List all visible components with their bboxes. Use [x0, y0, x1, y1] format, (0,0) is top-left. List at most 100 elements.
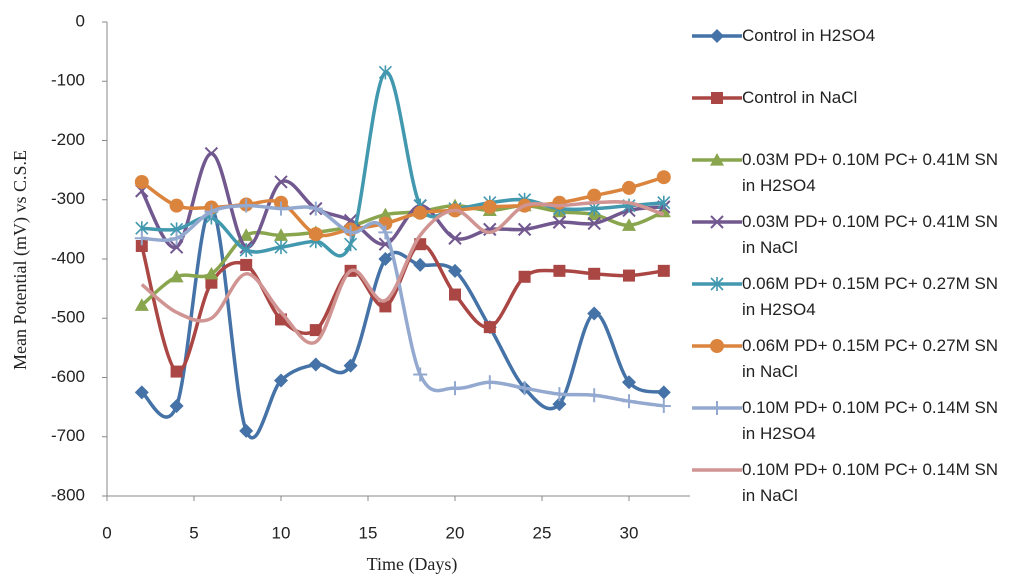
legend-entry: 0.10M PD+ 0.10M PC+ 0.14M SN in H2SO4 — [692, 395, 1014, 447]
legend-swatch — [692, 153, 742, 166]
marker — [657, 195, 671, 210]
y-tick-label: -200 — [51, 130, 85, 149]
chart: Time (Days) Mean Potential (mV) vs C.S.E… — [10, 11, 725, 575]
marker — [710, 153, 724, 166]
series-line — [140, 206, 665, 440]
legend-swatch — [692, 215, 742, 229]
y-tick-label: -500 — [51, 308, 85, 327]
marker — [169, 231, 184, 246]
marker — [518, 270, 531, 283]
marker — [517, 222, 532, 237]
series-line — [141, 70, 664, 258]
legend-entry: 0.06M PD+ 0.15M PC+ 0.27M SN in H2SO4 — [692, 271, 1014, 323]
marker — [170, 365, 183, 378]
marker — [413, 367, 428, 382]
y-tick-label: -700 — [51, 426, 85, 445]
marker — [710, 339, 724, 353]
marker — [274, 201, 288, 216]
marker — [552, 387, 567, 402]
legend-swatch — [692, 92, 742, 104]
marker — [482, 375, 497, 390]
legend-entry: Control in NaCl — [692, 85, 1014, 111]
marker — [710, 401, 724, 415]
x-tick-label: 0 — [102, 523, 111, 542]
marker — [622, 180, 636, 195]
marker — [482, 199, 497, 214]
y-tick-label: -600 — [51, 367, 85, 386]
marker — [135, 239, 148, 252]
marker — [134, 231, 149, 246]
series-line — [140, 203, 665, 307]
marker — [413, 257, 428, 272]
y-tick-label: -300 — [51, 189, 85, 208]
x-tick-label: 30 — [620, 523, 639, 542]
legend-label: 0.06M PD+ 0.15M PC+ 0.27M SN in NaCl — [742, 336, 999, 381]
marker — [204, 146, 219, 161]
marker — [656, 398, 671, 413]
marker — [378, 207, 393, 221]
marker — [134, 385, 149, 400]
marker — [308, 357, 323, 372]
x-tick-label: 5 — [189, 523, 198, 542]
marker — [413, 205, 428, 220]
marker — [483, 321, 496, 334]
legend-label: Control in NaCl — [742, 88, 858, 107]
marker — [448, 231, 462, 245]
x-tick-label: 10 — [272, 523, 291, 542]
marker — [587, 188, 602, 203]
marker — [448, 263, 462, 278]
marker — [274, 175, 288, 189]
marker — [134, 298, 149, 311]
marker — [711, 92, 723, 104]
marker — [657, 264, 670, 277]
marker — [552, 397, 567, 412]
marker — [134, 174, 149, 189]
legend-entry: 0.03M PD+ 0.10M PC+ 0.41M SN in NaCl — [692, 209, 1014, 261]
legend-swatch — [692, 29, 742, 43]
marker — [378, 252, 393, 266]
marker — [587, 388, 602, 403]
marker — [710, 277, 724, 291]
marker — [344, 237, 358, 252]
marker — [205, 276, 218, 289]
marker — [448, 381, 462, 396]
marker — [274, 228, 288, 241]
marker — [378, 65, 392, 80]
legend-label: 0.10M PD+ 0.10M PC+ 0.14M SN in H2SO4 — [742, 398, 999, 443]
marker — [308, 227, 323, 242]
legend-swatch — [692, 277, 742, 291]
legend-label: 0.03M PD+ 0.10M PC+ 0.41M SN in NaCl — [742, 212, 999, 257]
legend-label: 0.03M PD+ 0.10M PC+ 0.41M SN in H2SO4 — [742, 150, 999, 195]
marker — [309, 324, 322, 337]
y-tick-label: -400 — [51, 248, 85, 267]
series-line — [140, 199, 665, 345]
legend-label: Control in H2SO4 — [742, 26, 876, 45]
marker — [710, 215, 724, 229]
marker — [169, 269, 184, 283]
marker — [378, 225, 393, 240]
marker — [239, 243, 253, 258]
marker — [308, 201, 323, 216]
marker — [623, 269, 635, 282]
legend-swatch — [692, 401, 742, 415]
marker — [169, 240, 184, 254]
legend-label: 0.06M PD+ 0.15M PC+ 0.27M SN in H2SO4 — [742, 274, 999, 319]
marker — [274, 240, 288, 255]
marker — [274, 373, 288, 388]
x-tick-label: 20 — [446, 523, 465, 542]
legend-entry: 0.10M PD+ 0.10M PC+ 0.14M SN in NaCl — [692, 457, 1014, 509]
legend-label: 0.10M PD+ 0.10M PC+ 0.14M SN in NaCl — [742, 460, 999, 505]
marker — [517, 381, 532, 396]
legend-swatch — [692, 468, 742, 472]
x-axis-label: Time (Days) — [367, 554, 458, 575]
legend-swatch — [692, 339, 742, 353]
y-axis-label: Mean Potential (mV) vs C.S.E — [10, 150, 31, 370]
marker — [622, 218, 636, 231]
marker — [622, 394, 636, 409]
marker — [379, 300, 392, 313]
marker — [553, 264, 566, 277]
marker — [204, 266, 219, 280]
marker — [587, 306, 602, 321]
marker — [343, 225, 358, 240]
